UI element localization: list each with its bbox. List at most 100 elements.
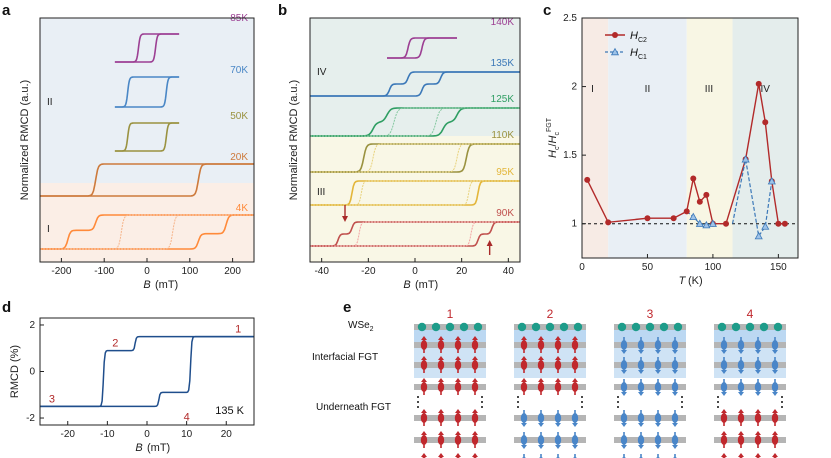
region-label-II: II xyxy=(47,97,53,108)
legend-marker-HC2 xyxy=(612,32,618,38)
spin-arrow-body xyxy=(771,435,779,445)
spin-arrow-body xyxy=(471,360,479,370)
spin-arrow-body xyxy=(654,413,662,423)
region-label-II: II xyxy=(645,84,651,95)
region-label-IV: IV xyxy=(317,67,327,78)
state-label-1: 1 xyxy=(235,324,241,336)
wse2-atom xyxy=(459,322,469,332)
layer-gap-dot xyxy=(781,396,783,398)
fgt-layer xyxy=(614,415,686,421)
spin-arrow-body xyxy=(520,340,528,350)
layer-gap-dot xyxy=(481,396,483,398)
spin-arrow-head xyxy=(672,445,678,449)
spin-arrow-head xyxy=(421,356,427,360)
fgt-layer xyxy=(414,362,486,368)
spin-arrow-body xyxy=(720,413,728,423)
series-label-4K: 4K xyxy=(236,203,249,214)
wse2-atom xyxy=(631,322,641,332)
fgt-layer xyxy=(414,342,486,348)
d-xtick-label: 20 xyxy=(221,429,233,440)
underneath-fgt-label: Underneath FGT xyxy=(316,402,391,413)
wse2-atom xyxy=(717,322,727,332)
legend-sub-HC2: C2 xyxy=(638,37,647,44)
panel-a-label: a xyxy=(2,2,11,19)
spin-arrow-head xyxy=(638,423,644,427)
layer-gap-dot xyxy=(581,406,583,408)
series-label-50K: 50K xyxy=(230,111,248,122)
spin-arrow-body xyxy=(737,340,745,350)
config-number: 3 xyxy=(647,307,654,321)
c-xtick-label: 50 xyxy=(642,262,654,273)
spin-arrow-head xyxy=(621,370,627,374)
spin-arrow-head xyxy=(772,392,778,396)
b-xlabel-unit: (mT) xyxy=(415,279,438,291)
spin-arrow-body xyxy=(454,382,462,392)
spin-arrow-body xyxy=(654,360,662,370)
spin-arrow-body xyxy=(471,413,479,423)
layer-gap-dot xyxy=(417,401,419,403)
wse2-atom xyxy=(773,322,783,332)
region-I-background xyxy=(40,183,254,262)
spin-arrow-body xyxy=(471,435,479,445)
spin-arrow-body xyxy=(554,413,562,423)
spin-arrow-body xyxy=(454,340,462,350)
spin-arrow-head xyxy=(772,350,778,354)
spin-arrow-head xyxy=(738,453,744,457)
spin-arrow-head xyxy=(438,453,444,457)
spin-arrow-head xyxy=(521,356,527,360)
b-xtick-label: -20 xyxy=(361,266,376,277)
spin-arrow-head xyxy=(721,431,727,435)
wse2-atom xyxy=(645,322,655,332)
spin-arrow-head xyxy=(438,431,444,435)
c-ytick-label: 2 xyxy=(571,82,577,93)
spin-arrow-head xyxy=(538,423,544,427)
interfacial-fgt-label: Interfacial FGT xyxy=(312,352,378,363)
spin-arrow-body xyxy=(637,360,645,370)
spin-arrow-body xyxy=(420,360,428,370)
spin-arrow-body xyxy=(537,360,545,370)
b-xtick-label: -40 xyxy=(314,266,329,277)
spin-arrow-head xyxy=(721,453,727,457)
spin-arrow-head xyxy=(572,445,578,449)
b-ylabel: Normalized RMCD (a.u.) xyxy=(288,80,300,200)
arrow-left-head xyxy=(342,216,348,222)
fgt-layer xyxy=(514,362,586,368)
a-xtick-label: 200 xyxy=(224,266,241,277)
spin-arrow-head xyxy=(455,409,461,413)
point-HC2 xyxy=(762,119,769,126)
d-ytick-label: 2 xyxy=(29,320,35,331)
spin-arrow-body xyxy=(537,340,545,350)
d-xlabel-unit: (mT) xyxy=(147,442,170,454)
spin-arrow-head xyxy=(638,392,644,396)
series-line-HC1-b xyxy=(731,159,773,238)
spin-arrow-head xyxy=(755,350,761,354)
spin-arrow-body xyxy=(720,360,728,370)
point-HC1 xyxy=(695,219,704,227)
wse2-label: WSe2 xyxy=(348,320,374,333)
series-line-HC2 xyxy=(586,83,785,225)
spin-arrow-head xyxy=(755,370,761,374)
a-ylabel: Normalized RMCD (a.u.) xyxy=(19,80,31,200)
spin-arrow-body xyxy=(571,360,579,370)
d-ytick-label: 0 xyxy=(29,367,35,378)
d-temperature-label: 135 K xyxy=(215,405,244,417)
layer-gap-dot xyxy=(617,396,619,398)
layer-gap-dot xyxy=(481,406,483,408)
spin-arrow-body xyxy=(571,413,579,423)
spin-arrow-head xyxy=(472,378,478,382)
config-number: 4 xyxy=(747,307,754,321)
fgt-layer xyxy=(514,384,586,390)
spin-arrow-body xyxy=(537,435,545,445)
fgt-layer xyxy=(514,437,586,443)
d-xtick-label: -10 xyxy=(100,429,115,440)
spin-arrow-head xyxy=(455,453,461,457)
spin-arrow-head xyxy=(672,423,678,427)
spin-arrow-head xyxy=(738,392,744,396)
d-xlabel: B xyxy=(135,442,142,454)
layer-gap-dot xyxy=(581,396,583,398)
region-label-IV: IV xyxy=(761,84,771,95)
point-HC1 xyxy=(702,220,711,229)
spin-arrow-head xyxy=(655,370,661,374)
spin-arrow-head xyxy=(621,350,627,354)
